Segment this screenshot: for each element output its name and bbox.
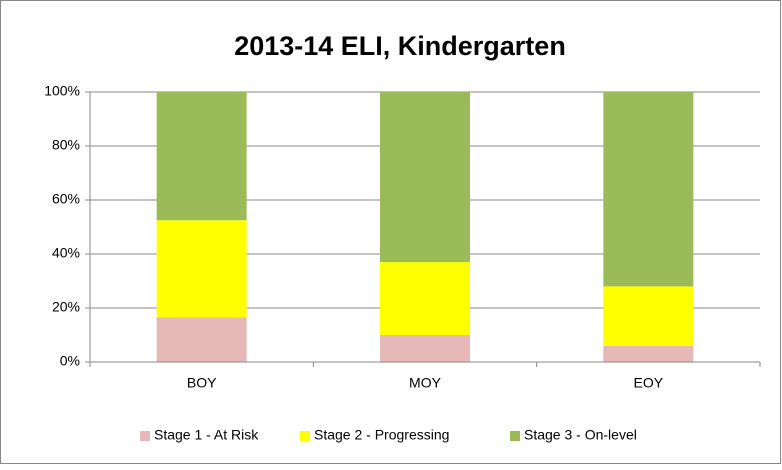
legend-label: Stage 2 - Progressing [314, 427, 449, 443]
bar-segment [603, 286, 694, 346]
y-tick-label: 0% [60, 353, 80, 369]
bar-segment [156, 92, 247, 221]
y-tick-label: 80% [52, 137, 80, 153]
y-tick-label: 60% [52, 191, 80, 207]
bar-segment [380, 262, 470, 335]
legend-swatch [140, 431, 150, 441]
x-tick-label: MOY [409, 375, 442, 391]
y-tick-label: 100% [44, 83, 80, 99]
chart-title: 2013-14 ELI, Kindergarten [234, 31, 566, 61]
y-tick-label: 40% [52, 245, 80, 261]
legend-label: Stage 3 - On-level [524, 427, 637, 443]
bar-segment [380, 335, 470, 362]
x-tick-label: BOY [187, 375, 217, 391]
y-tick-label: 20% [52, 299, 80, 315]
legend-swatch [510, 431, 520, 441]
bar-segment [156, 220, 247, 318]
legend-label: Stage 1 - At Risk [154, 427, 259, 443]
legend-swatch [300, 431, 310, 441]
bar-segment [380, 92, 470, 263]
x-tick-label: EOY [634, 375, 664, 391]
bar-segment [156, 317, 247, 362]
bar-segment [603, 92, 694, 287]
bar-segment [603, 345, 694, 362]
